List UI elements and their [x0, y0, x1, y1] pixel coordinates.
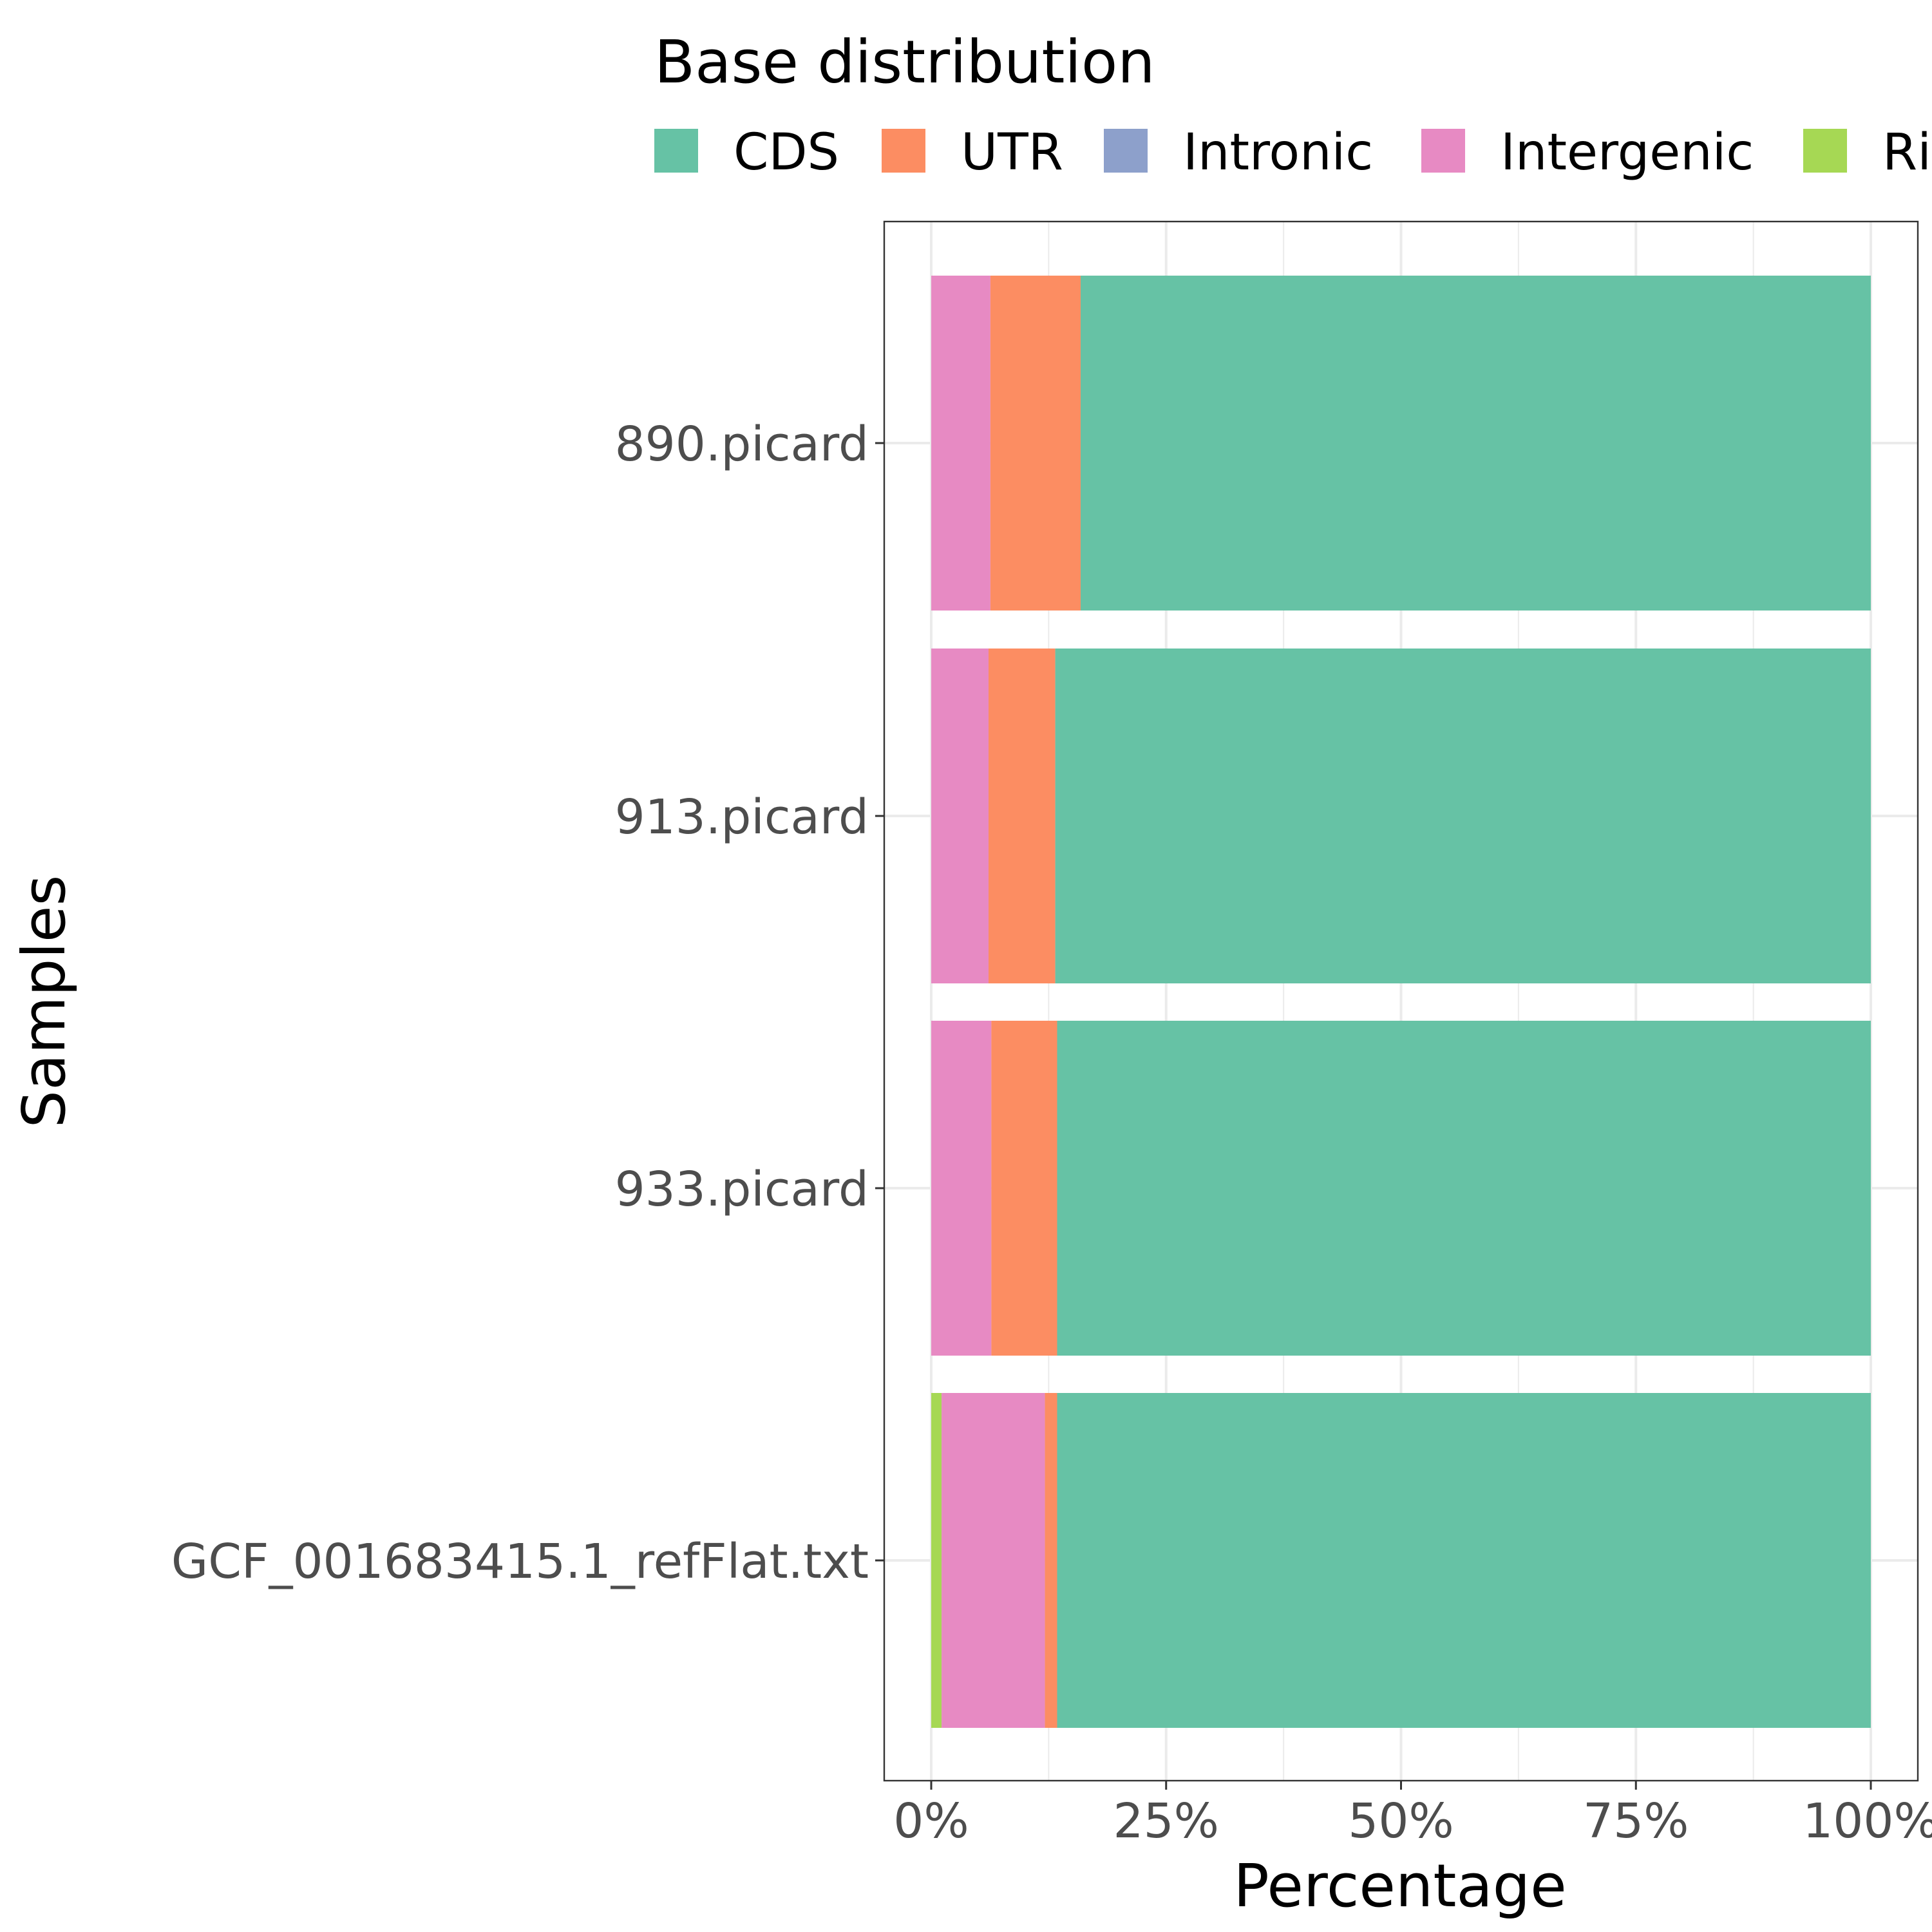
x-tick-label: 100% [1803, 1794, 1932, 1849]
legend: Base distribution CDS UTR Intronic Intergen… [654, 28, 1931, 182]
legend-title: Base distribution [654, 28, 1155, 97]
legend-label: CDS [734, 124, 839, 182]
bar-segment-utr [988, 649, 1056, 983]
bar-segment-intergenic [931, 1021, 992, 1356]
legend-key-utr [882, 129, 925, 173]
legend-label: UTR [961, 124, 1063, 182]
bar-segment-cds [1055, 649, 1871, 983]
bars [931, 276, 1871, 1728]
x-axis-title: Percentage [1233, 1852, 1567, 1920]
y-tick-label: 913.picard [615, 790, 869, 845]
bar-segment-utr [991, 1021, 1057, 1356]
x-axis: 0% 25% 50% 75% 100% [893, 1781, 1932, 1849]
legend-label: Intronic [1183, 124, 1373, 182]
y-axis: 890.picard 913.picard 933.picard GCF_001683… [171, 417, 884, 1589]
bar-segment-intergenic [931, 649, 989, 983]
legend-key-intergenic [1421, 129, 1465, 173]
x-tick-label: 0% [893, 1794, 969, 1849]
legend-key-ribosomal [1803, 129, 1847, 173]
legend-key-intronic [1104, 129, 1148, 173]
bar-segment-intergenic [931, 276, 990, 611]
bar-segment-intergenic [942, 1393, 1045, 1728]
y-tick-label: GCF_001683415.1_refFlat.txt [171, 1534, 869, 1589]
x-tick-label: 25% [1113, 1794, 1219, 1849]
x-tick-label: 50% [1348, 1794, 1454, 1849]
legend-label: Intergenic [1501, 124, 1754, 182]
bar-segment-utr [1045, 1393, 1057, 1728]
legend-label: Ri [1882, 124, 1931, 182]
y-tick-label: 933.picard [615, 1162, 869, 1217]
bar-segment-cds [1080, 276, 1871, 611]
bar-segment-cds [1057, 1021, 1871, 1356]
bar-segment-cds [1057, 1393, 1871, 1728]
x-tick-label: 75% [1583, 1794, 1689, 1849]
legend-key-cds [654, 129, 698, 173]
bar-segment-ribosomal [931, 1393, 942, 1728]
y-axis-title: Samples [10, 875, 79, 1128]
y-tick-label: 890.picard [615, 417, 869, 472]
bar-segment-utr [990, 276, 1081, 611]
